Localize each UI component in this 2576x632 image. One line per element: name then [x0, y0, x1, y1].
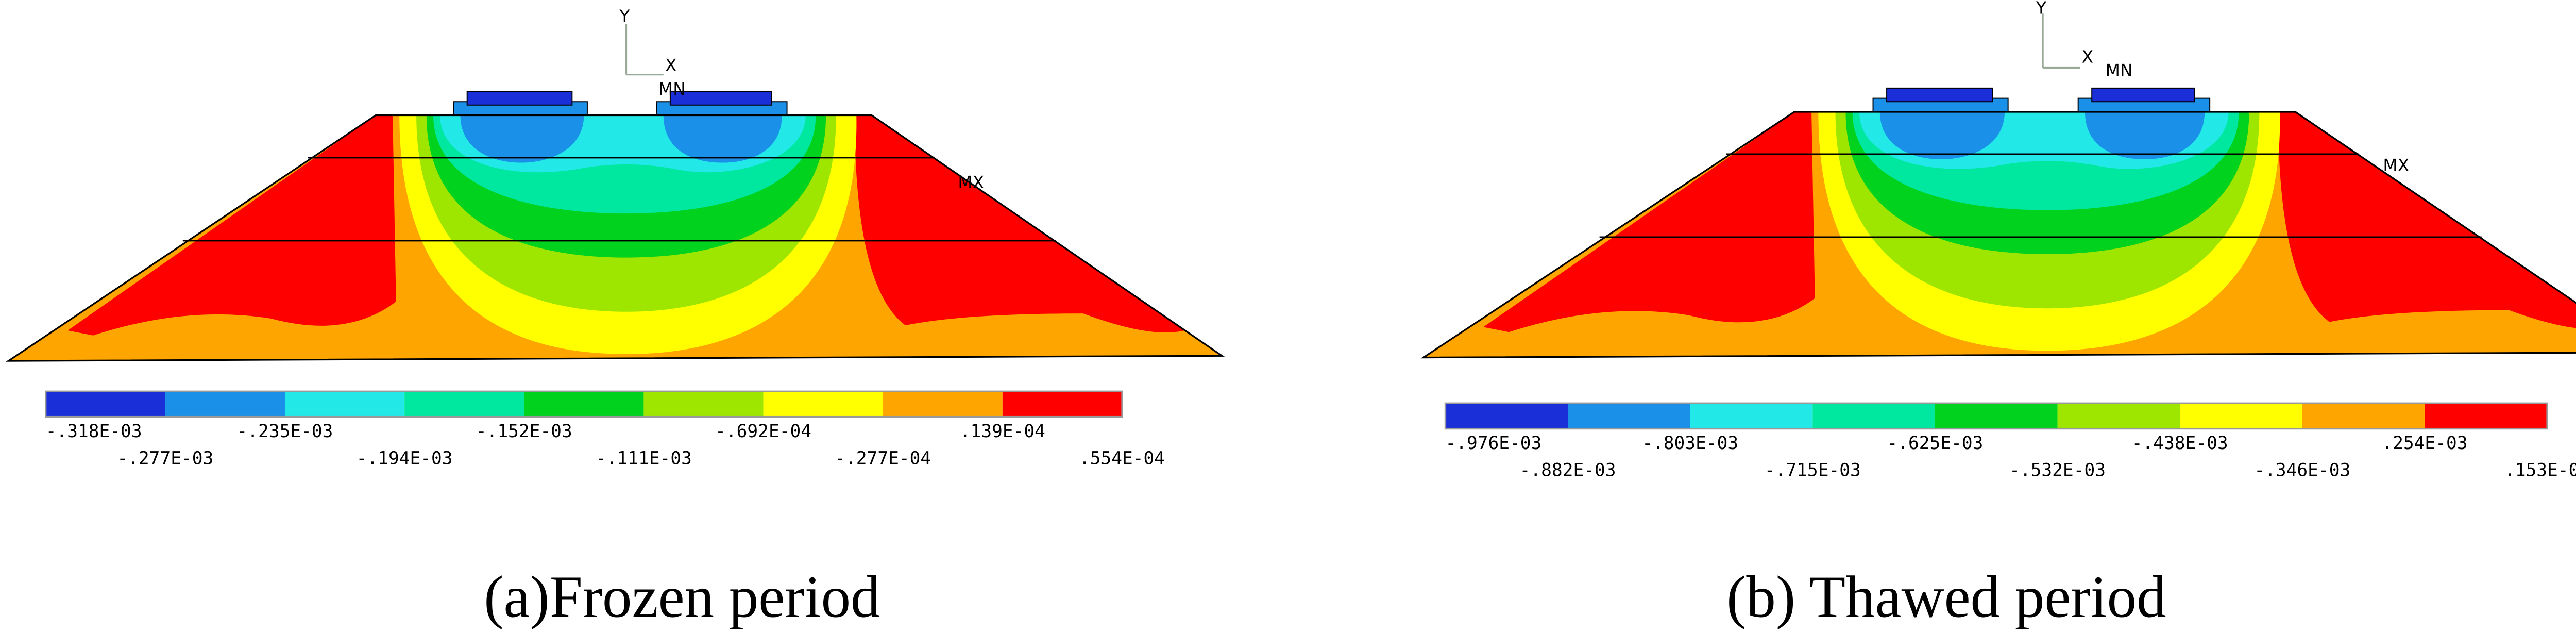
legend-frame — [1444, 402, 2548, 430]
legend-swatch — [2302, 403, 2425, 429]
legend-label: -.803E-03 — [1642, 433, 1738, 454]
legend-label: .254E-03 — [2382, 433, 2467, 454]
contour-plot — [0, 91, 1235, 373]
contour-plot — [1415, 88, 2576, 370]
legend-swatch — [763, 391, 883, 417]
panel: Y X MN MX -.976E-03 -.882E-03 -.803E-03 -.7… — [1415, 0, 2576, 629]
legend-label: .139E-04 — [960, 421, 1045, 442]
legend-label: -.692E-04 — [715, 421, 811, 442]
legend-label: -.152E-03 — [476, 421, 572, 442]
min-marker: MN — [2106, 61, 2133, 80]
legend-label: -.277E-03 — [117, 448, 213, 469]
legend: -.976E-03 -.882E-03 -.803E-03 -.715E-03 -.62… — [1444, 402, 2576, 481]
legend-label: -.235E-03 — [237, 421, 333, 442]
max-marker: MX — [2383, 156, 2409, 175]
legend-label: -.277E-04 — [835, 448, 931, 469]
legend-swatch — [2180, 403, 2302, 429]
legend-label: .153E-03 — [2504, 460, 2576, 481]
legend-swatch — [2425, 403, 2548, 429]
legend-swatch — [524, 391, 644, 417]
max-marker: MX — [958, 173, 984, 192]
axis-label: Y — [2036, 0, 2047, 18]
legend-label: -.111E-03 — [596, 448, 692, 469]
legend-label: -.715E-03 — [1765, 460, 1861, 481]
legend-swatch — [1002, 391, 1123, 417]
legend-label: .554E-04 — [1079, 448, 1165, 469]
legend-swatch — [1935, 403, 2058, 429]
min-marker: MN — [658, 79, 686, 99]
legend-label: -.532E-03 — [2009, 460, 2106, 481]
caption: (b) Thawed period — [1726, 564, 2166, 629]
legend-frame — [45, 390, 1123, 418]
legend-label: -.194E-03 — [357, 448, 453, 469]
legend-swatch — [1812, 403, 1935, 429]
legend-swatch — [404, 391, 524, 417]
panel: Y X MN MX -.318E-03 -.277E-03 -.235E-03 -.1… — [0, 7, 1235, 629]
caption: (a)Frozen period — [484, 564, 880, 629]
axis-label: X — [2082, 47, 2093, 67]
legend: -.318E-03 -.277E-03 -.235E-03 -.194E-03 -.15… — [45, 390, 1165, 469]
legend-swatch — [1445, 403, 1568, 429]
legend-swatch — [1568, 403, 1690, 429]
legend-swatch — [165, 391, 285, 417]
legend-swatch — [1690, 403, 1813, 429]
legend-swatch — [45, 391, 165, 417]
legend-label: -.625E-03 — [1887, 433, 1983, 454]
legend-swatch — [2057, 403, 2180, 429]
legend-swatch — [883, 391, 1003, 417]
legend-label: -.976E-03 — [1445, 433, 1541, 454]
legend-label: -.346E-03 — [2254, 460, 2350, 481]
axis-label: X — [665, 56, 676, 75]
legend-swatch — [284, 391, 405, 417]
legend-label: -.318E-03 — [46, 421, 142, 442]
legend-swatch — [643, 391, 764, 417]
legend-label: -.882E-03 — [1520, 460, 1616, 481]
axis-label: Y — [619, 7, 630, 26]
legend-label: -.438E-03 — [2132, 433, 2228, 454]
